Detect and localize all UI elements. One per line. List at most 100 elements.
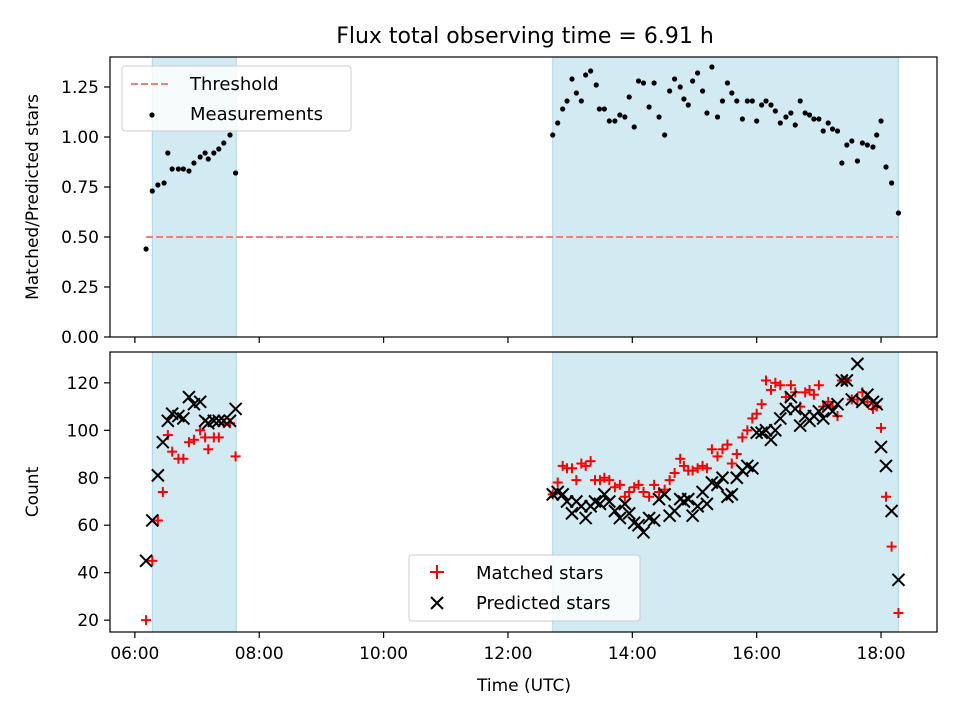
measurement-point bbox=[233, 170, 239, 176]
measurement-point bbox=[783, 114, 789, 120]
predicted-star-point bbox=[223, 414, 237, 428]
measurement-point bbox=[149, 188, 155, 194]
legend-threshold-label: Threshold bbox=[189, 74, 279, 95]
measurement-point bbox=[699, 88, 706, 94]
matched-star-point bbox=[886, 541, 897, 552]
measurement-point bbox=[622, 114, 628, 120]
matched-star-point bbox=[761, 375, 772, 386]
legend-box bbox=[408, 554, 641, 622]
ratio-legend: Threshold Measurements bbox=[121, 65, 352, 132]
ratio-panel: 0.00 0.25 0.50 0.75 1.00 1.25 Matched/Predict… bbox=[23, 56, 938, 348]
predicted-star-point bbox=[207, 414, 221, 428]
count-ylabel: Count bbox=[23, 466, 43, 517]
legend-box bbox=[121, 65, 352, 132]
x-tick-label: 06:00 bbox=[110, 644, 159, 664]
legend-matched-swatch bbox=[430, 565, 444, 579]
measurement-point bbox=[802, 110, 808, 116]
predicted-star-point bbox=[816, 411, 830, 426]
predicted-star-point bbox=[869, 397, 884, 411]
measurement-point bbox=[588, 68, 594, 74]
measurement-point bbox=[143, 246, 149, 252]
measurement-point bbox=[889, 180, 895, 186]
predicted-star-point bbox=[176, 411, 191, 426]
predicted-star-point bbox=[193, 395, 207, 409]
measurement-point bbox=[191, 160, 197, 166]
measurement-point bbox=[729, 90, 735, 96]
measurement-point bbox=[749, 98, 755, 104]
predicted-star-point bbox=[855, 395, 870, 409]
matched-star-point bbox=[167, 446, 178, 457]
measurement-point bbox=[227, 132, 233, 138]
measurement-point bbox=[593, 82, 599, 88]
measurement-point bbox=[777, 120, 783, 126]
matched-star-point bbox=[157, 487, 168, 497]
measurement-point bbox=[216, 146, 222, 152]
matched-star-point bbox=[141, 615, 152, 626]
predicted-star-point bbox=[825, 404, 840, 419]
matched-star-point bbox=[664, 475, 675, 486]
matched-star-point bbox=[152, 515, 163, 526]
predicted-star-point bbox=[715, 471, 730, 485]
y-tick-label: 120 bbox=[67, 374, 99, 394]
matched-star-point bbox=[644, 491, 655, 502]
measurement-point bbox=[583, 72, 589, 78]
measurement-point bbox=[667, 88, 673, 94]
ratio-ylabel: Matched/Predicted stars bbox=[23, 94, 43, 300]
measurement-point bbox=[646, 104, 652, 110]
measurement-point bbox=[763, 98, 769, 104]
measurement-point bbox=[596, 106, 602, 112]
measurement-point bbox=[695, 70, 701, 76]
predicted-star-point bbox=[784, 390, 798, 404]
measurement-point bbox=[834, 128, 841, 134]
measurement-point bbox=[601, 106, 607, 112]
matched-star-point bbox=[751, 408, 762, 419]
axes-frame bbox=[109, 351, 938, 633]
matched-star-point bbox=[619, 491, 630, 502]
measurement-point bbox=[221, 140, 227, 146]
measurement-point bbox=[685, 102, 691, 108]
predicted-star-point bbox=[618, 497, 632, 511]
predicted-star-point bbox=[156, 435, 170, 449]
matched-star-point bbox=[862, 396, 873, 407]
x-tick-label: 16:00 bbox=[732, 644, 781, 664]
matched-star-point bbox=[633, 479, 644, 490]
x-tick-label: 10:00 bbox=[359, 644, 408, 664]
legend-matched-label: Matched stars bbox=[476, 563, 603, 584]
measurement-point bbox=[169, 166, 175, 172]
predicted-star-point bbox=[681, 492, 695, 506]
count-legend: Matched stars Predicted stars bbox=[408, 554, 641, 622]
predicted-star-point bbox=[891, 573, 906, 587]
y-tick-label: 100 bbox=[67, 421, 99, 441]
matched-star-point bbox=[893, 608, 904, 619]
matched-star-point bbox=[737, 432, 748, 443]
matched-star-point bbox=[765, 384, 776, 395]
measurement-point bbox=[829, 126, 836, 132]
predicted-star-point bbox=[725, 487, 739, 502]
measurement-point bbox=[816, 116, 822, 122]
count-series bbox=[139, 357, 906, 626]
measurement-point bbox=[677, 84, 683, 90]
measurement-point bbox=[883, 164, 889, 170]
x-tick-label: 08:00 bbox=[235, 644, 284, 664]
predicted-star-point bbox=[845, 392, 859, 407]
matched-star-point bbox=[669, 468, 680, 479]
matched-star-point bbox=[230, 451, 241, 462]
ratio-axes: 0.00 0.25 0.50 0.75 1.00 1.25 bbox=[61, 56, 938, 348]
predicted-star-point bbox=[788, 402, 802, 416]
matched-star-point bbox=[712, 451, 723, 462]
matched-star-point bbox=[881, 491, 892, 502]
matched-star-point bbox=[722, 439, 733, 450]
measurement-point bbox=[612, 118, 618, 124]
predicted-star-point bbox=[835, 373, 849, 388]
predicted-star-point bbox=[874, 440, 888, 454]
matched-star-point bbox=[747, 413, 758, 424]
predicted-star-point bbox=[812, 404, 826, 419]
measurement-point bbox=[656, 114, 662, 120]
y-tick-label: 1.25 bbox=[61, 78, 99, 98]
measurement-point bbox=[202, 150, 208, 156]
predicted-star-point bbox=[730, 471, 744, 485]
matched-star-point bbox=[706, 444, 717, 455]
predicted-star-point bbox=[565, 506, 579, 521]
predicted-star-point bbox=[830, 397, 845, 411]
